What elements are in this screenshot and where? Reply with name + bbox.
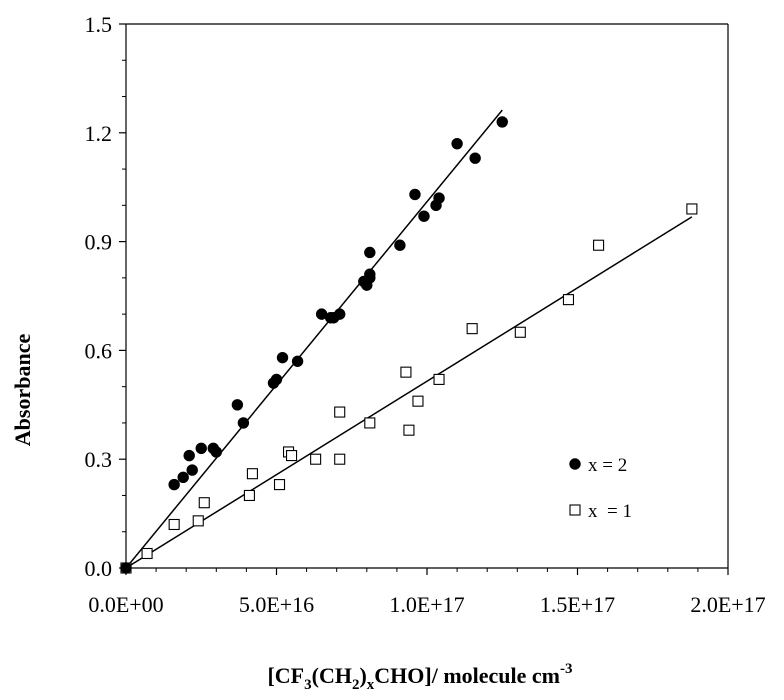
data-point-series-1 <box>186 464 198 476</box>
x-tick-label: 0.0E+00 <box>88 592 163 617</box>
x-tick-label: 1.0E+17 <box>389 592 464 617</box>
data-point-series-1 <box>120 562 132 574</box>
legend-label-series-1: x = 2 <box>588 455 627 476</box>
x-tick-label: 5.0E+16 <box>239 592 314 617</box>
data-point-series-2 <box>686 203 698 215</box>
data-point-series-1 <box>270 373 283 386</box>
data-point-series-2 <box>412 395 424 407</box>
data-point-series-1 <box>364 246 376 259</box>
y-axis-ticks: 0.0 0.3 0.6 0.9 1.2 1.5 <box>85 12 126 581</box>
data-point-series-1 <box>183 449 195 462</box>
data-point-series-2 <box>364 417 376 429</box>
data-point-series-1 <box>195 442 207 455</box>
data-point-series-1 <box>394 239 406 251</box>
y-axis-title: Absorbance <box>10 334 35 447</box>
x-title-part: CHO]/ molecule cm <box>374 663 560 688</box>
data-point-series-1 <box>409 188 421 201</box>
data-point-series-1 <box>237 417 250 429</box>
data-point-series-2 <box>192 515 204 527</box>
x-axis-ticks: 0.0E+00 5.0E+16 1.0E+17 1.5E+17 2.0E+17 <box>88 568 766 617</box>
data-point-series-1 <box>451 137 463 150</box>
legend: x = 2 x = 1 <box>569 455 632 522</box>
x-title-part: (CH <box>312 663 352 688</box>
data-point-series-2 <box>514 326 526 338</box>
y-tick-label: 0.0 <box>85 556 113 581</box>
data-point-series-1 <box>469 152 481 164</box>
data-point-series-2 <box>433 373 445 385</box>
data-point-series-2 <box>243 489 255 502</box>
legend-marker-series-2 <box>569 504 581 516</box>
data-point-series-1 <box>364 268 376 280</box>
data-point-series-2 <box>285 450 298 462</box>
fit-line-series-2 <box>125 216 693 569</box>
data-point-series-1 <box>418 210 430 222</box>
x-title-sup: -3 <box>560 661 573 677</box>
data-point-series-2 <box>593 239 605 251</box>
y-tick-label: 0.6 <box>85 338 113 363</box>
legend-label-series-2: x = 1 <box>588 501 632 522</box>
data-point-series-2 <box>334 406 346 418</box>
y-tick-label: 1.5 <box>85 12 113 37</box>
data-point-series-1 <box>433 192 445 204</box>
x-title-part: ) <box>359 663 366 688</box>
data-point-series-2 <box>400 366 412 378</box>
data-point-series-2 <box>334 453 346 465</box>
data-point-series-2 <box>310 453 322 465</box>
data-point-series-2 <box>466 323 478 335</box>
data-point-series-1 <box>168 478 180 491</box>
legend-marker-series-1 <box>569 458 581 470</box>
x-axis-title: [CF3(CH2)xCHO]/ molecule cm-3 <box>267 661 572 693</box>
data-point-series-2 <box>273 479 286 491</box>
data-point-series-1 <box>177 471 189 484</box>
fit-line-series-1 <box>125 109 503 569</box>
x-title-sub: 2 <box>352 677 360 693</box>
data-point-series-1 <box>334 308 346 320</box>
x-title-sub: 3 <box>304 677 312 693</box>
x-title-sub: x <box>367 677 375 693</box>
data-points <box>120 116 698 574</box>
data-point-series-2 <box>562 294 575 306</box>
plot-area <box>125 23 729 569</box>
data-point-series-1 <box>276 351 289 364</box>
data-point-series-2 <box>198 497 210 509</box>
x-tick-label: 1.5E+17 <box>540 592 615 617</box>
data-point-series-2 <box>168 518 180 531</box>
data-point-series-2 <box>246 468 258 480</box>
x-title-part: [CF <box>267 663 304 688</box>
data-point-series-1 <box>496 116 508 128</box>
data-point-series-1 <box>231 399 244 411</box>
y-tick-label: 0.3 <box>85 447 113 472</box>
fit-lines <box>125 109 693 569</box>
y-tick-label: 0.9 <box>85 230 113 255</box>
data-point-series-1 <box>210 446 223 458</box>
data-point-series-2 <box>403 424 415 436</box>
y-tick-label: 1.2 <box>85 121 113 146</box>
x-tick-label: 2.0E+17 <box>690 592 765 617</box>
data-point-series-2 <box>141 547 153 560</box>
data-point-series-1 <box>291 355 304 367</box>
